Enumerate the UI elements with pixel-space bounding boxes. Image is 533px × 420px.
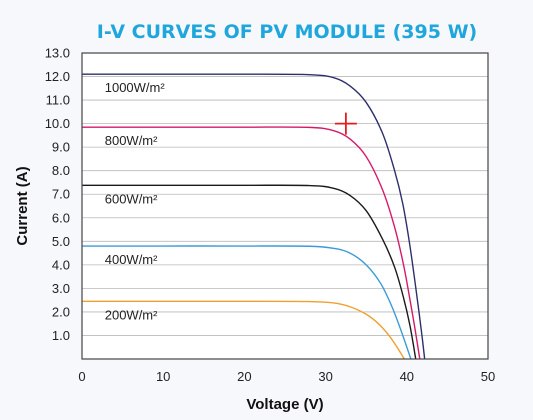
series-line xyxy=(82,73,426,360)
y-tick-label: 8.0 xyxy=(52,163,70,178)
x-tick-label: 40 xyxy=(400,369,414,384)
y-tick-label: 9.0 xyxy=(52,140,70,155)
series-line xyxy=(82,126,421,360)
y-tick-label: 5.0 xyxy=(52,234,70,249)
y-tick-label: 12.0 xyxy=(45,69,70,84)
y-tick-labels: 1.0 2.0 3.0 4.0 5.0 6.0 7.0 8.0 9.0 10.0 11.0 12.0 1… xyxy=(45,46,70,343)
x-tick-label: 50 xyxy=(481,369,495,384)
x-tick-label: 30 xyxy=(318,369,332,384)
series-line xyxy=(81,300,405,360)
grid-lines xyxy=(82,76,488,336)
y-tick-label: 7.0 xyxy=(52,187,70,202)
plot-area xyxy=(82,53,488,359)
x-tick-label: 10 xyxy=(156,369,170,384)
y-tick-label: 6.0 xyxy=(52,210,70,225)
x-tick-labels: 0 10 20 30 40 50 xyxy=(78,369,495,384)
x-axis-title: Voltage (V) xyxy=(246,396,323,413)
x-tick-label: 20 xyxy=(237,369,251,384)
y-tick-label: 11.0 xyxy=(46,93,70,108)
series-line xyxy=(82,184,417,360)
x-tick-label: 0 xyxy=(78,369,85,384)
series-label: 1000W/m² xyxy=(105,80,166,95)
plot-frame xyxy=(81,52,489,360)
series-label: 200W/m² xyxy=(105,307,158,322)
y-tick-label: 2.0 xyxy=(52,304,70,319)
y-tick-label: 10.0 xyxy=(45,116,70,131)
cross-marker xyxy=(334,112,357,135)
series-label: 600W/m² xyxy=(105,191,158,206)
series-line xyxy=(81,245,412,360)
y-tick-label: 4.0 xyxy=(52,257,70,272)
y-tick-label: 1.0 xyxy=(52,328,70,343)
series-label: 800W/m² xyxy=(105,133,158,148)
y-tick-label: 3.0 xyxy=(52,281,70,296)
series-lines xyxy=(81,73,426,360)
y-axis-title: Current (A) xyxy=(14,166,31,245)
series-label: 400W/m² xyxy=(105,252,158,267)
series-labels: 1000W/m² 800W/m² 600W/m² 400W/m² 200W/m² xyxy=(105,80,166,322)
chart-title: I-V CURVES OF PV MODULE (395 W) xyxy=(97,21,477,43)
y-tick-label: 13.0 xyxy=(45,46,70,61)
annotation-markers xyxy=(334,112,357,135)
